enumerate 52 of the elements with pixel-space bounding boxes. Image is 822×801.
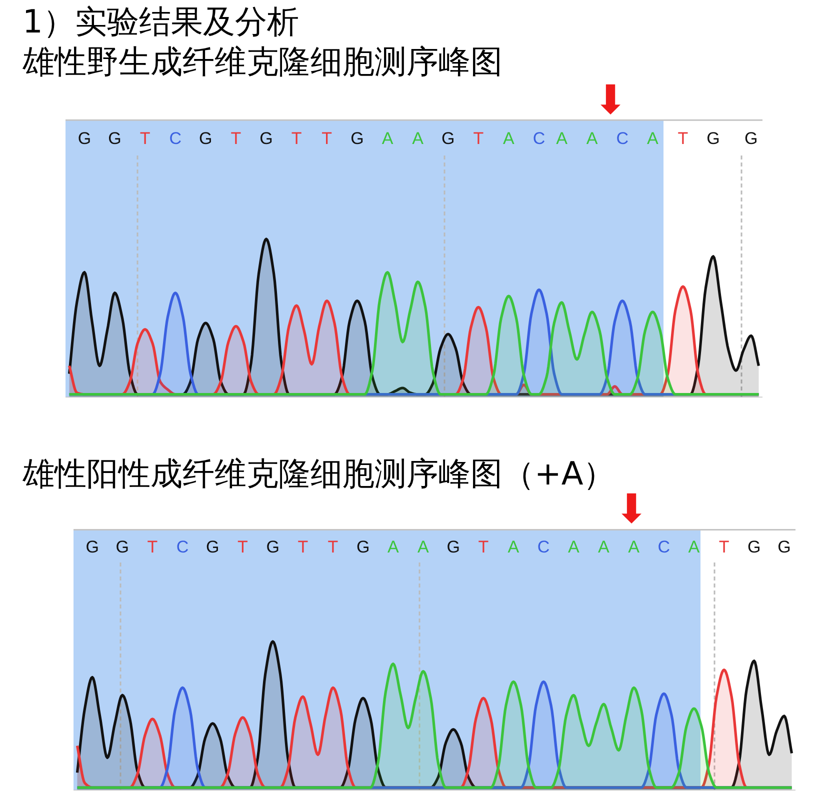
x-tick-label: G	[108, 128, 122, 148]
x-tick-label: C	[532, 128, 546, 148]
x-tick-label: G	[356, 537, 370, 556]
x-tick-label: A	[556, 128, 568, 148]
x-tick-label: C	[176, 537, 189, 556]
x-tick-label: A	[418, 537, 430, 556]
x-tick-label: C	[169, 128, 182, 148]
x-tick-label: G	[778, 537, 791, 556]
x-tick-label: T	[291, 128, 302, 148]
x-tick-label: A	[646, 128, 659, 148]
x-tick-label: G	[260, 128, 273, 148]
x-tick-label: G	[744, 128, 758, 148]
x-tick-label: T	[322, 128, 332, 148]
x-tick-label: G	[78, 128, 92, 148]
chart-subtitle: 雄性野生成纤维克隆细胞测序峰图	[22, 42, 502, 80]
x-tick-label: T	[478, 537, 489, 556]
text: ⬇	[594, 77, 628, 124]
x-tick-label: A	[688, 537, 700, 556]
x-tick-label: A	[628, 537, 640, 556]
chart-title: 雄性阳性成纤维克隆细胞测序峰图（+A）	[22, 454, 616, 492]
text: ⬇	[614, 486, 648, 533]
x-tick-label: G	[116, 537, 130, 556]
x-tick-label: G	[199, 128, 212, 148]
x-tick-label: A	[382, 128, 394, 148]
x-tick-label: T	[230, 128, 242, 148]
chart-title: 1）实验结果及分析	[22, 2, 299, 40]
x-tick-label: C	[658, 537, 670, 556]
x-tick-label: C	[537, 537, 550, 556]
x-tick-label: T	[473, 128, 484, 148]
x-tick-label: T	[147, 537, 158, 556]
x-tick-label: T	[140, 128, 150, 148]
x-tick-label: G	[441, 128, 455, 148]
x-tick-label: T	[298, 537, 308, 556]
x-tick-label: T	[678, 128, 688, 148]
x-tick-label: A	[586, 128, 598, 148]
x-tick-label: C	[616, 128, 628, 148]
x-tick-label: T	[328, 537, 338, 556]
x-tick-label: G	[206, 537, 220, 556]
x-tick-label: A	[503, 128, 516, 148]
x-tick-label: A	[387, 537, 400, 556]
x-tick-label: G	[706, 128, 720, 148]
x-tick-label: G	[748, 537, 761, 556]
x-tick-label: A	[598, 537, 610, 556]
x-tick-label: G	[266, 537, 280, 556]
x-tick-label: A	[412, 128, 424, 148]
x-tick-label: A	[568, 537, 580, 556]
x-tick-label: T	[718, 537, 730, 556]
x-tick-label: G	[86, 537, 99, 556]
x-tick-label: G	[446, 537, 460, 556]
x-tick-label: G	[350, 128, 364, 148]
x-tick-label: A	[508, 537, 520, 556]
x-tick-label: T	[238, 537, 248, 556]
